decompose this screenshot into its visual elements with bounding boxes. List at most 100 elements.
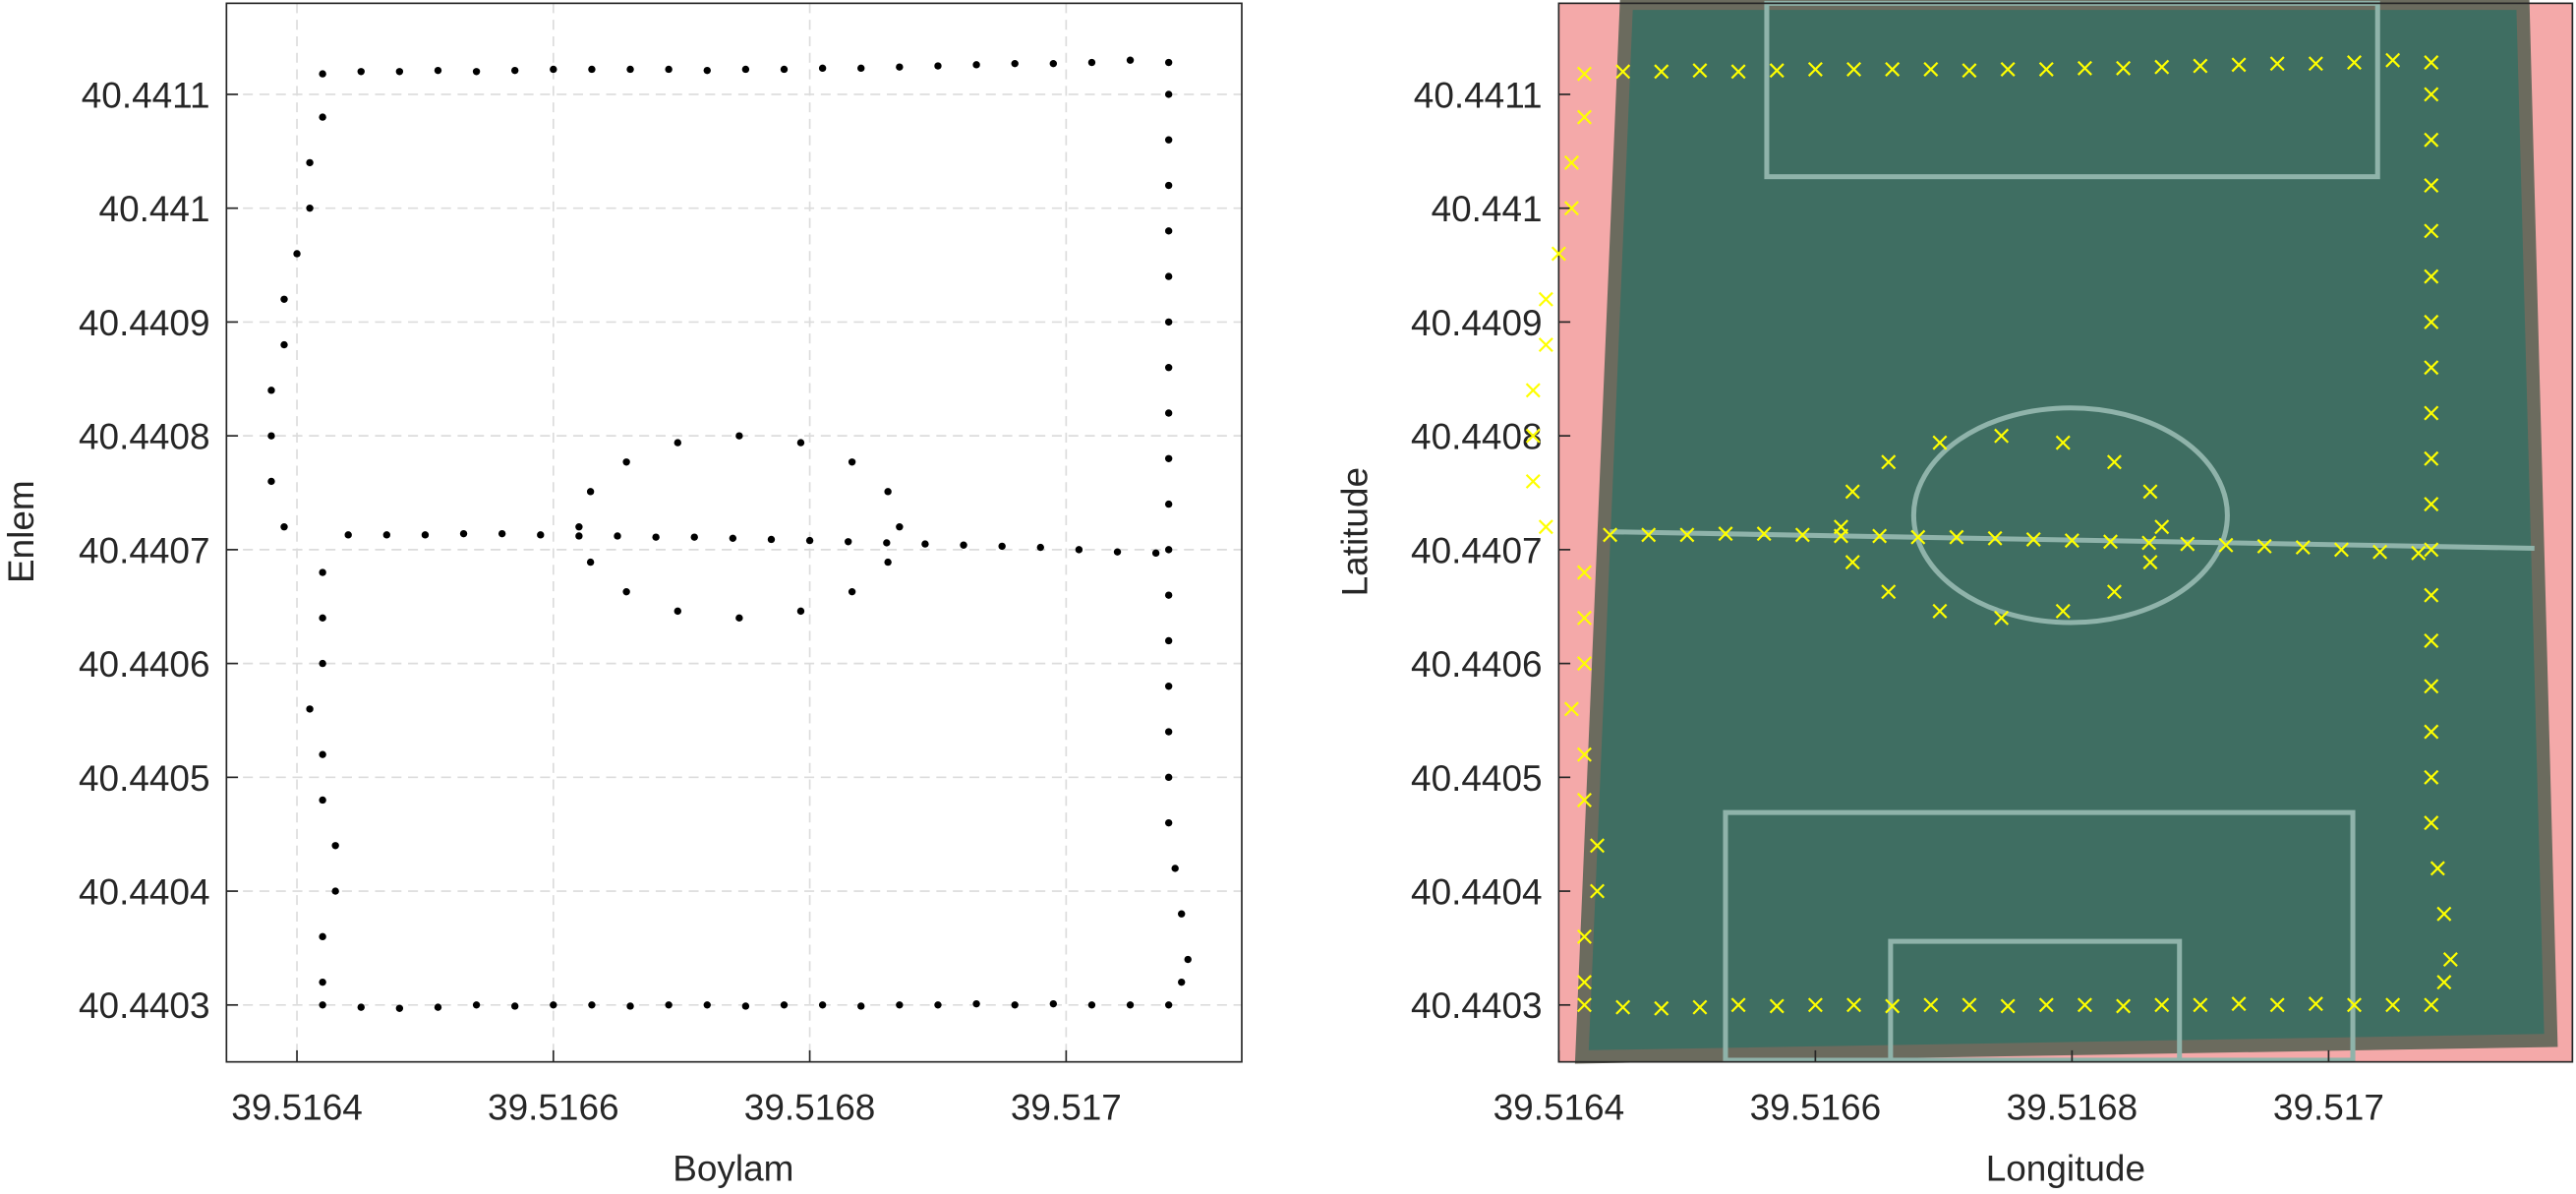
point bbox=[884, 488, 892, 496]
y-tick-label: 40.4406 bbox=[1411, 644, 1543, 685]
point bbox=[344, 531, 352, 539]
point bbox=[2424, 587, 2439, 603]
point-stroke bbox=[2347, 997, 2362, 1013]
point bbox=[1923, 61, 1939, 77]
point bbox=[818, 1001, 827, 1009]
point-stroke bbox=[1949, 529, 1964, 545]
point bbox=[1932, 435, 1948, 450]
point-stroke bbox=[2077, 60, 2092, 76]
point-stroke bbox=[2424, 314, 2439, 329]
y-axis-label: Latitude bbox=[1335, 467, 1376, 596]
point bbox=[2424, 724, 2439, 740]
point-stroke bbox=[1576, 610, 1592, 626]
point bbox=[1730, 64, 1746, 80]
point bbox=[2372, 544, 2388, 560]
point bbox=[2347, 55, 2362, 71]
point bbox=[2055, 435, 2071, 450]
point-stroke bbox=[2436, 906, 2452, 922]
point bbox=[1164, 728, 1173, 736]
point-stroke bbox=[1692, 999, 1708, 1015]
point bbox=[1769, 63, 1785, 79]
satellite-image bbox=[1558, 0, 2573, 1064]
point bbox=[1923, 997, 1939, 1013]
point-stroke bbox=[2106, 454, 2122, 470]
point bbox=[550, 1001, 557, 1009]
point-stroke bbox=[1576, 746, 1592, 762]
point-stroke bbox=[2038, 61, 2054, 77]
point-stroke bbox=[2372, 544, 2388, 560]
y-tick-label: 40.4409 bbox=[1411, 303, 1543, 343]
x-axis-label: Longitude bbox=[1986, 1149, 2145, 1189]
point bbox=[319, 932, 326, 941]
y-axis-label: Enlem bbox=[1, 480, 41, 583]
point bbox=[741, 65, 750, 74]
point bbox=[2077, 997, 2092, 1013]
point bbox=[267, 477, 275, 486]
point bbox=[331, 887, 339, 895]
point-stroke bbox=[1692, 63, 1708, 79]
point-stroke bbox=[1615, 999, 1631, 1015]
point-stroke bbox=[2424, 223, 2439, 239]
point-stroke bbox=[1844, 555, 1860, 570]
point bbox=[848, 458, 856, 466]
point-stroke bbox=[2424, 87, 2439, 102]
point bbox=[511, 66, 519, 75]
point-stroke bbox=[2424, 679, 2439, 694]
point bbox=[2106, 454, 2122, 470]
point bbox=[2385, 997, 2401, 1013]
point bbox=[1718, 526, 1733, 542]
point-stroke bbox=[1576, 792, 1592, 807]
point bbox=[1872, 528, 1888, 544]
point bbox=[1164, 500, 1173, 508]
point-stroke bbox=[2064, 533, 2079, 549]
point bbox=[1525, 383, 1541, 398]
point bbox=[472, 1001, 481, 1009]
x-tick-label: 39.5168 bbox=[2007, 1087, 2138, 1127]
point bbox=[1730, 997, 1746, 1013]
y-tick-label: 40.4403 bbox=[1411, 985, 1543, 1026]
point bbox=[2436, 975, 2452, 990]
point bbox=[1563, 201, 1579, 216]
point bbox=[1881, 584, 1897, 600]
point bbox=[767, 535, 776, 544]
point bbox=[1178, 910, 1186, 918]
point bbox=[306, 204, 314, 212]
point-stroke bbox=[1885, 998, 1901, 1014]
point bbox=[280, 523, 288, 531]
y-tick-label: 40.4403 bbox=[79, 985, 210, 1026]
point-stroke bbox=[1576, 66, 1592, 82]
point bbox=[1164, 318, 1173, 327]
point bbox=[1807, 997, 1823, 1013]
point bbox=[1164, 409, 1173, 417]
point-stroke bbox=[1885, 61, 1901, 77]
point-stroke bbox=[1641, 527, 1657, 543]
point bbox=[1994, 610, 2010, 626]
x-tick-label: 39.517 bbox=[1011, 1087, 1122, 1127]
point bbox=[588, 65, 596, 74]
point bbox=[1184, 955, 1192, 964]
point-stroke bbox=[2385, 52, 2401, 68]
point-stroke bbox=[2424, 405, 2439, 421]
point bbox=[2442, 952, 2458, 967]
point bbox=[1576, 656, 1592, 672]
point-stroke bbox=[2424, 55, 2439, 71]
point-stroke bbox=[2385, 997, 2401, 1013]
point bbox=[575, 523, 583, 531]
point-stroke bbox=[1679, 527, 1695, 543]
point bbox=[960, 541, 967, 549]
point-stroke bbox=[2154, 59, 2170, 75]
point bbox=[1576, 746, 1592, 762]
point bbox=[1846, 997, 1862, 1013]
point bbox=[2424, 269, 2439, 284]
point-stroke bbox=[2025, 531, 2041, 547]
point-stroke bbox=[1994, 428, 2010, 444]
point bbox=[1036, 543, 1044, 552]
point-stroke bbox=[2430, 861, 2445, 876]
point bbox=[1932, 603, 1948, 619]
point bbox=[2055, 603, 2071, 619]
point bbox=[883, 539, 891, 547]
y-tick-label: 40.4406 bbox=[79, 644, 210, 685]
point-stroke bbox=[1756, 526, 1772, 542]
point bbox=[2103, 534, 2119, 550]
